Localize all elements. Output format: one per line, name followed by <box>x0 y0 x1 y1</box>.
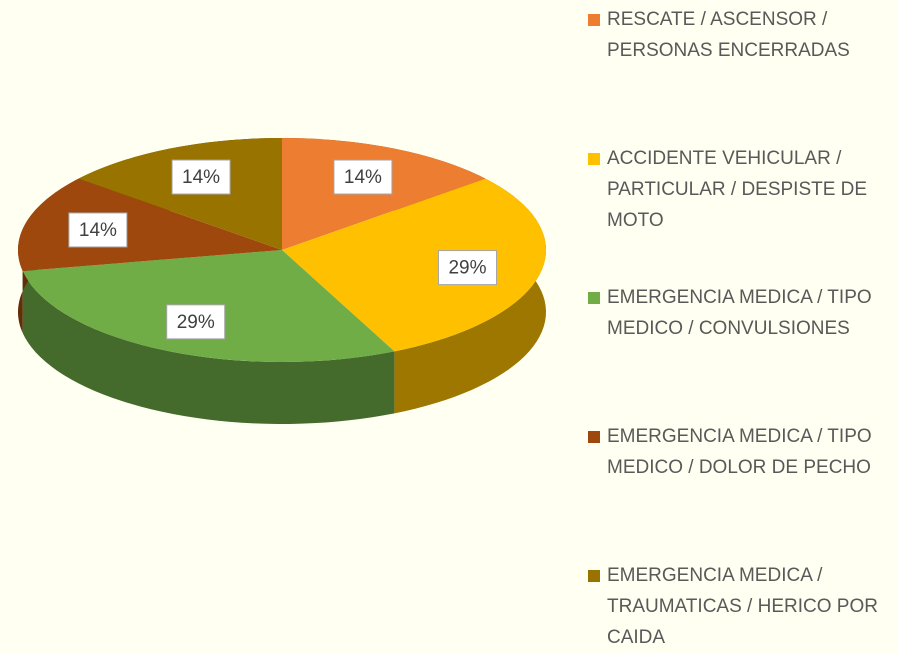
slice <box>18 178 283 271</box>
legend-key <box>588 431 600 443</box>
legend-label: EMERGENCIA MEDICA / TIPO MEDICO / CONVUL… <box>607 287 872 339</box>
legend-item: ACCIDENTE VEHICULAR / PARTICULAR / DESPI… <box>588 143 893 236</box>
data-label-text: 29% <box>448 258 486 279</box>
legend-label: EMERGENCIA MEDICA / TIPO MEDICO / DOLOR … <box>607 426 872 478</box>
legend-key <box>588 153 600 165</box>
data-label: 14% <box>68 212 128 248</box>
data-label: 14% <box>171 159 231 195</box>
data-label-box <box>166 304 226 340</box>
data-label-text: 14% <box>182 167 220 188</box>
legend-key <box>588 570 600 582</box>
legend-key <box>588 292 600 304</box>
data-label: 29% <box>166 304 226 340</box>
legend-item: EMERGENCIA MEDICA / TRAUMATICAS / HERICO… <box>588 560 893 653</box>
slice-side <box>22 270 395 424</box>
legend-label: ACCIDENTE VEHICULAR / PARTICULAR / DESPI… <box>607 148 868 231</box>
data-label-text: 14% <box>79 220 117 241</box>
data-label-box <box>68 212 128 248</box>
legend-item: EMERGENCIA MEDICA / TIPO MEDICO / DOLOR … <box>588 421 893 483</box>
legend-label: RESCATE / ASCENSOR / PERSONAS ENCERRADAS <box>607 9 850 61</box>
data-label-box <box>333 159 393 195</box>
data-label: 14% <box>333 159 393 195</box>
legend-label: EMERGENCIA MEDICA / TRAUMATICAS / HERICO… <box>607 565 878 648</box>
legend-item: EMERGENCIA MEDICA / TIPO MEDICO / CONVUL… <box>588 282 893 344</box>
data-label-box <box>171 159 231 195</box>
data-label-box <box>438 250 498 286</box>
data-label-text: 14% <box>344 167 382 188</box>
chart: 14% 29% 29% 14% 14% <box>18 138 547 424</box>
data-label-text: 29% <box>177 312 215 333</box>
legend-key <box>588 14 600 26</box>
legend-item: RESCATE / ASCENSOR / PERSONAS ENCERRADAS <box>588 4 893 66</box>
data-label: 29% <box>438 250 498 286</box>
slice <box>282 178 547 352</box>
